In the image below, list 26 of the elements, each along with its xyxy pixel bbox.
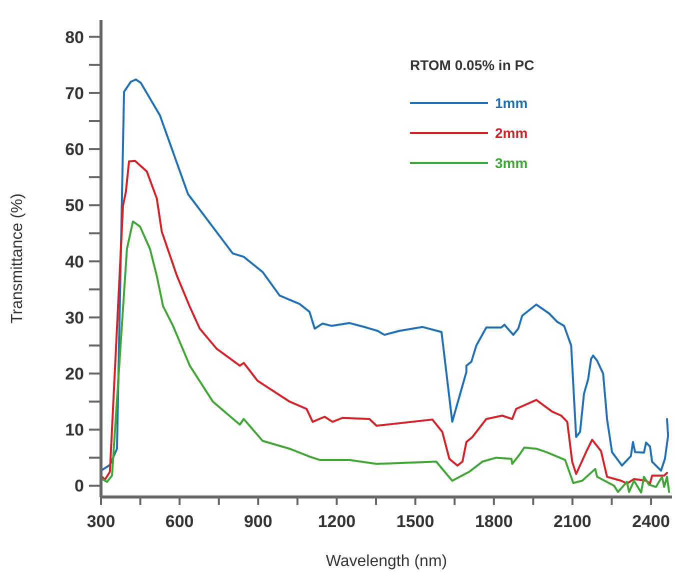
x-tick-label: 2100: [554, 512, 592, 531]
x-tick-label: 900: [244, 512, 272, 531]
x-axis-title: Wavelength (nm): [326, 553, 448, 570]
line-series: [101, 220, 670, 494]
line-series: [101, 160, 668, 485]
y-tick-label: 40: [65, 252, 84, 272]
text: 1mm: [495, 94, 528, 111]
y-tick-label: 0: [74, 476, 84, 496]
text: 2mm: [495, 124, 528, 141]
x-tick-label: 2400: [632, 512, 670, 531]
y-tick-label: 60: [65, 140, 84, 160]
y-axis-title: Transmittance (%): [9, 193, 26, 324]
y-tick-label: 20: [65, 364, 84, 384]
y-tick-label: 80: [65, 28, 84, 47]
line-series: [100, 78, 670, 472]
x-tick-label: 1800: [474, 512, 513, 531]
y-tick-label: 50: [65, 196, 84, 216]
x-tick-label: 1500: [396, 512, 434, 531]
x-tick-label: 300: [86, 512, 116, 531]
x-tick-label: 600: [165, 512, 194, 531]
y-tick-label: 70: [65, 84, 84, 103]
x-tick-label: 1200: [318, 512, 356, 531]
y-tick-label: 10: [65, 420, 84, 440]
text: 3mm: [495, 154, 528, 171]
y-tick-label: 30: [65, 308, 84, 328]
legend-title: RTOM 0.05% in PC: [410, 57, 534, 73]
